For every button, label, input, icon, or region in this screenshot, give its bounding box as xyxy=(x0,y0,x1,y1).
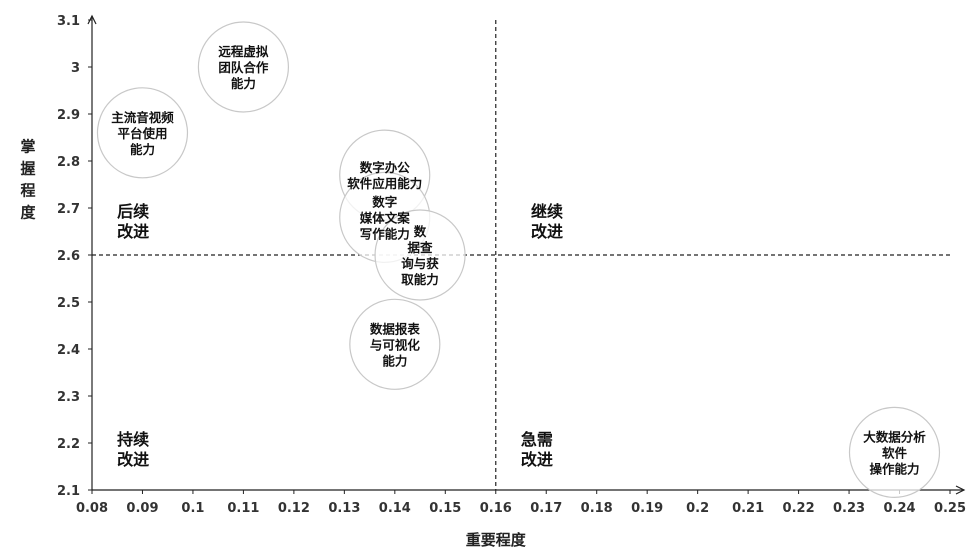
y-tick-label: 2.6 xyxy=(57,249,80,264)
x-tick-label: 0.25 xyxy=(934,501,966,516)
x-tick-label: 0.09 xyxy=(126,501,158,516)
y-tick-label: 2.2 xyxy=(57,437,80,452)
quadrant-label: 持续改进 xyxy=(117,430,149,469)
y-tick-label: 2.3 xyxy=(57,390,80,405)
y-tick-label: 2.4 xyxy=(57,343,80,358)
quadrant-label: 急需改进 xyxy=(521,430,553,469)
data-point-label: 数据查询与获取能力 xyxy=(401,224,439,287)
x-axis-title: 重要程度 xyxy=(466,531,527,549)
quadrant-label: 后续改进 xyxy=(117,202,149,241)
y-tick-label: 2.7 xyxy=(57,202,80,217)
x-axis-arrow xyxy=(955,485,966,495)
y-tick-label: 3.1 xyxy=(57,14,80,29)
x-tick-label: 0.11 xyxy=(227,501,259,516)
x-tick-label: 0.24 xyxy=(883,501,915,516)
data-point-label: 数字办公软件应用能力 xyxy=(347,160,422,191)
x-tick-label: 0.18 xyxy=(581,501,613,516)
y-tick-label: 3 xyxy=(71,61,80,76)
y-axis-title: 掌握程度 xyxy=(20,138,36,222)
data-point-label: 主流音视频平台使用能力 xyxy=(111,110,174,157)
y-axis-arrow xyxy=(87,14,97,25)
data-point-label: 数据报表与可视化能力 xyxy=(369,321,421,368)
x-tick-label: 0.14 xyxy=(379,501,411,516)
x-tick-label: 0.13 xyxy=(328,501,360,516)
x-tick-label: 0.12 xyxy=(278,501,310,516)
x-tick-label: 0.23 xyxy=(833,501,865,516)
x-tick-label: 0.15 xyxy=(429,501,461,516)
x-tick-label: 0.16 xyxy=(480,501,512,516)
y-tick-label: 2.5 xyxy=(57,296,80,311)
data-point-label: 远程虚拟团队合作能力 xyxy=(218,44,269,91)
data-point-bubble xyxy=(197,21,290,113)
data-point-bubble xyxy=(374,209,466,301)
x-tick-label: 0.19 xyxy=(631,501,663,516)
x-tick-label: 0.1 xyxy=(181,501,204,516)
data-point-label: 数字媒体文案写作能力 xyxy=(360,194,411,241)
data-point-bubble xyxy=(349,298,441,390)
x-tick-label: 0.22 xyxy=(783,501,815,516)
y-tick-label: 2.1 xyxy=(57,484,80,499)
x-tick-label: 0.2 xyxy=(686,501,709,516)
data-point-bubble xyxy=(848,406,941,498)
data-point-label: 大数据分析软件操作能力 xyxy=(863,429,926,476)
data-point-bubble xyxy=(96,87,189,179)
y-tick-label: 2.9 xyxy=(57,108,80,123)
x-tick-label: 0.08 xyxy=(76,501,108,516)
y-tick-label: 2.8 xyxy=(57,155,80,170)
x-tick-label: 0.21 xyxy=(732,501,764,516)
x-tick-label: 0.17 xyxy=(530,501,562,516)
quadrant-label: 继续改进 xyxy=(531,202,563,241)
